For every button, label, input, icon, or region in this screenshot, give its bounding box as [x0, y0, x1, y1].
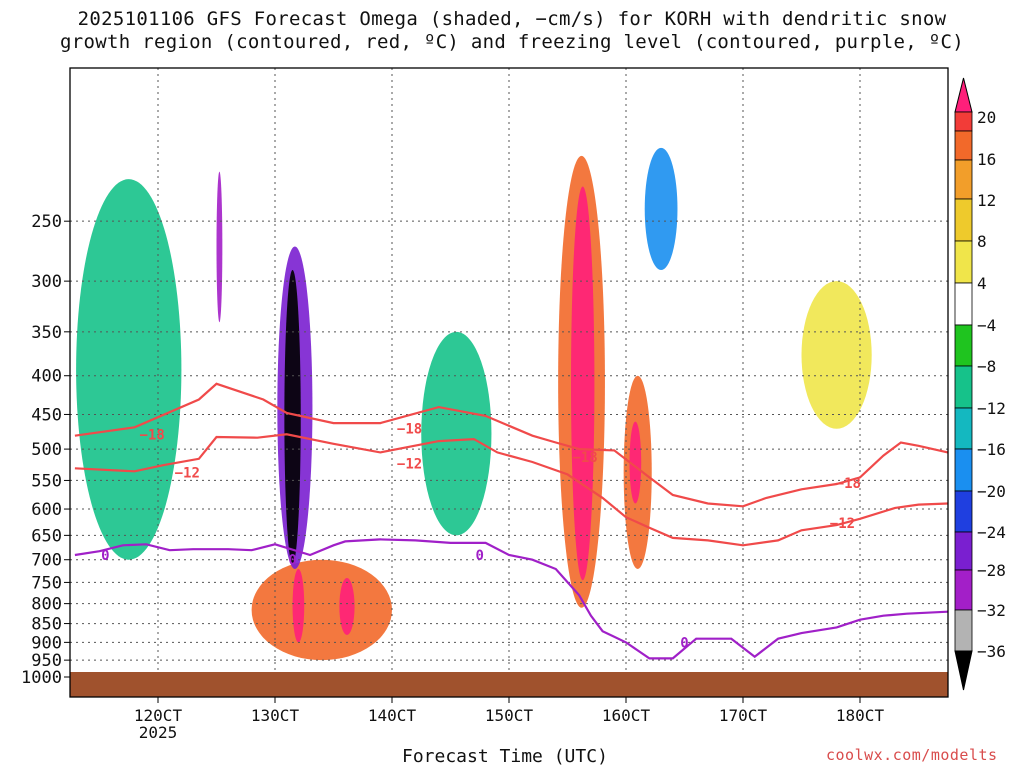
y-tick-label-13: 900: [31, 633, 62, 653]
contour-lines: −18 −18 −18 −18 −12 −12 −12 0 0 0 0: [74, 382, 948, 660]
isotherm-label-0-1: −18: [397, 422, 422, 438]
isotherm-label-1-1: −12: [397, 456, 422, 472]
y-tick-label-7: 600: [31, 500, 62, 520]
colorbar-label-7: −12: [977, 399, 1006, 418]
colorbar-label-3: 8: [977, 232, 987, 251]
y-tick-label-2: 350: [31, 323, 62, 343]
colorbar-segment-11: [954, 531, 973, 571]
colorbar-segment-2: [954, 159, 973, 200]
x-tick-label-1: 130CT: [251, 706, 300, 725]
y-tick-label-14: 950: [31, 651, 62, 671]
colorbar-segment-1: [954, 130, 973, 161]
omega-cell-10: [339, 577, 355, 635]
colorbar-label-10: −24: [977, 523, 1006, 542]
y-tick-label-8: 650: [31, 526, 62, 546]
y-tick-label-12: 850: [31, 615, 62, 635]
colorbar-segment-3: [954, 198, 973, 242]
colorbar-bottom-arrow: [954, 650, 973, 691]
y-tick-label-6: 550: [31, 471, 62, 491]
x-tick-year: 2025: [139, 723, 178, 742]
freezing-level-label-2-3: 0: [680, 635, 688, 651]
x-tick-label-6: 180CT: [836, 706, 885, 725]
omega-cell-9: [644, 147, 678, 270]
colorbar-segment-10: [954, 490, 973, 533]
colorbar-label-1: 16: [977, 150, 996, 169]
freezing-level-label-2-0: 0: [101, 548, 109, 564]
y-tick-label-3: 400: [31, 367, 62, 387]
plot-area: −18 −18 −18 −18 −12 −12 −12 0 0 0 0: [70, 68, 948, 697]
isotherm-label-0-2: −18: [572, 450, 597, 466]
colorbar: 20 16 12 8 4 −4 −8 −12 −16 −20 −24 −28 −32 −36: [954, 77, 1006, 691]
isotherm-label-1-0: −12: [175, 466, 200, 482]
colorbar-label-12: −32: [977, 601, 1006, 620]
colorbar-label-0: 20: [977, 108, 996, 127]
grid-lines: [70, 68, 948, 697]
colorbar-segment-4: [954, 240, 973, 284]
colorbar-segment-9: [954, 448, 973, 492]
x-tick-label-5: 170CT: [719, 706, 768, 725]
chart-title-line-1: 2025101106 GFS Forecast Omega (shaded, −…: [77, 8, 947, 30]
omega-shading: [76, 147, 872, 661]
colorbar-segment-5: [954, 282, 973, 326]
freezing-level-line-2: [74, 538, 948, 660]
colorbar-label-2: 12: [977, 191, 996, 210]
y-axis: 2503003504004505005506006507007508008509…: [21, 212, 70, 688]
y-tick-label-5: 500: [31, 440, 62, 460]
y-tick-label-15: 1000: [21, 668, 62, 688]
omega-cell-1: [251, 559, 392, 661]
colorbar-top-arrow: [954, 77, 973, 113]
freezing-level-label-2-1: 0: [288, 553, 296, 569]
colorbar-segment-13: [954, 609, 973, 652]
x-tick-label-0: 120CT: [134, 706, 183, 725]
y-tick-label-9: 700: [31, 551, 62, 571]
omega-cell-12: [629, 421, 642, 504]
chart-title-line-2: growth region (contoured, red, ºC) and f…: [60, 31, 964, 53]
credit-text: coolwx.com/modelts: [826, 746, 998, 764]
colorbar-label-13: −36: [977, 642, 1006, 661]
colorbar-label-5: −4: [977, 316, 996, 335]
y-tick-label-4: 450: [31, 405, 62, 425]
colorbar-segment-0: [954, 111, 973, 132]
omega-cell-6: [801, 281, 872, 429]
colorbar-label-4: 4: [977, 274, 987, 293]
x-tick-label-4: 160CT: [602, 706, 651, 725]
omega-cell-13: [216, 171, 223, 323]
isotherm-label-1-2: −12: [830, 516, 855, 532]
colorbar-segment-8: [954, 407, 973, 450]
isotherm-line-0: [74, 382, 948, 508]
omega-cell-11: [292, 568, 305, 643]
omega-cell-8: [284, 269, 301, 565]
isotherm-line-1: [74, 433, 948, 547]
isotherm-label-0-0: −18: [140, 427, 165, 443]
colorbar-label-6: −8: [977, 357, 996, 376]
terrain-fill: [70, 672, 948, 697]
omega-cell-0: [76, 179, 182, 560]
y-tick-label-1: 300: [31, 272, 62, 292]
x-axis: 120CT 130CT 140CT 150CT 160CT 170CT 180CT 2025: [134, 697, 885, 742]
colorbar-segment-12: [954, 569, 973, 611]
colorbar-label-8: −16: [977, 440, 1006, 459]
isotherm-label-0-3: −18: [836, 476, 861, 492]
x-tick-label-3: 150CT: [485, 706, 534, 725]
colorbar-segment-7: [954, 365, 973, 409]
colorbar-segment-6: [954, 324, 973, 367]
colorbar-label-9: −20: [977, 482, 1006, 501]
x-axis-title: Forecast Time (UTC): [402, 746, 608, 767]
omega-cell-3: [421, 331, 492, 536]
x-tick-label-2: 140CT: [368, 706, 417, 725]
omega-cell-5: [571, 186, 595, 581]
freezing-level-label-2-2: 0: [476, 548, 484, 564]
y-tick-label-10: 750: [31, 573, 62, 593]
y-tick-label-11: 800: [31, 595, 62, 615]
colorbar-label-11: −28: [977, 561, 1006, 580]
y-tick-label-0: 250: [31, 212, 62, 232]
